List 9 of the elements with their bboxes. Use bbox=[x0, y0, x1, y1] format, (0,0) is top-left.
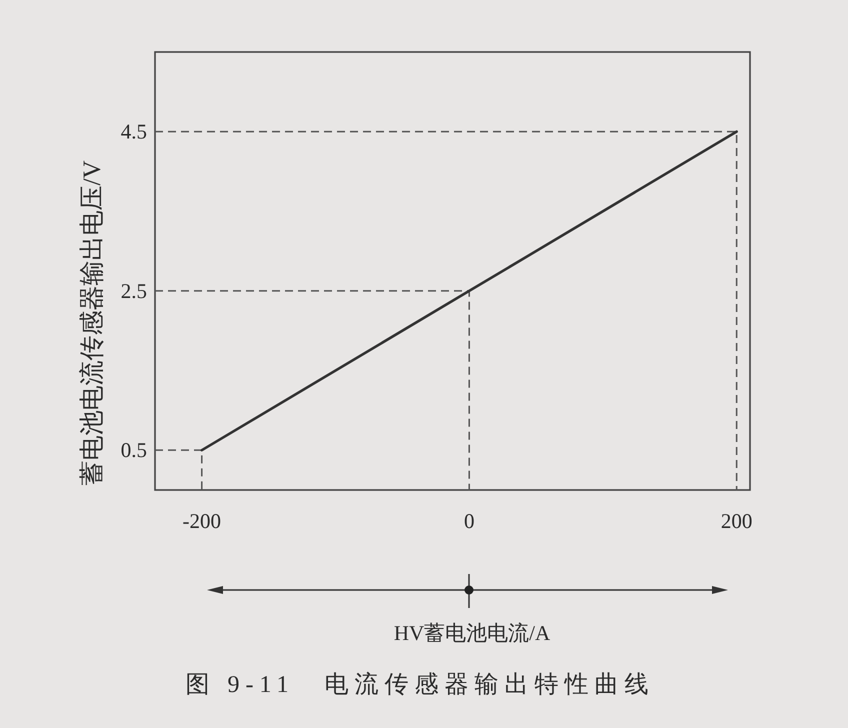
y-tick-label: 4.5 bbox=[120, 120, 147, 144]
x-axis-title: HV蓄电池电流/A bbox=[394, 621, 551, 645]
x-tick-label: 200 bbox=[720, 509, 752, 533]
y-tick-label: 2.5 bbox=[120, 278, 147, 303]
x-tick-label: -200 bbox=[182, 509, 222, 533]
y-axis-title: 蓄电池电流传感器输出电压/V bbox=[78, 160, 106, 486]
y-tick-label: 0.5 bbox=[120, 438, 147, 462]
text: 图 9-11 电流传感器输出特性曲线 bbox=[185, 671, 655, 698]
x-tick-label: 0 bbox=[464, 509, 474, 533]
